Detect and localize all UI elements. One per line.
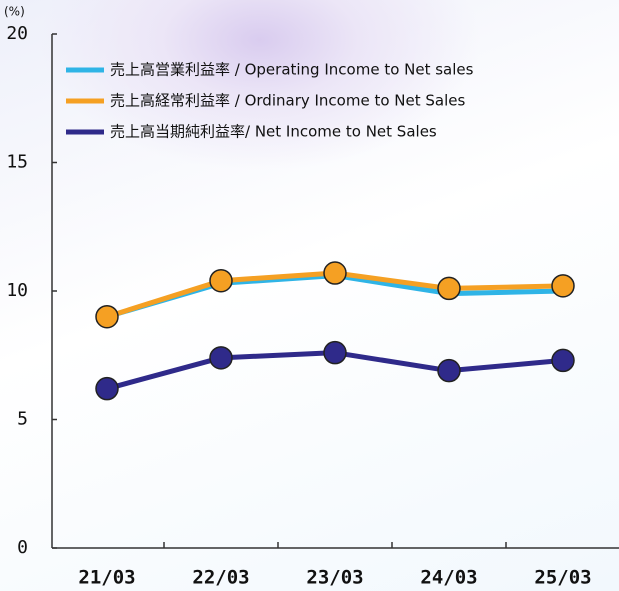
legend-label: 売上高経常利益率 / Ordinary Income to Net Sales <box>110 92 465 110</box>
y-tick-label: 10 <box>6 280 28 301</box>
y-unit: (%) <box>4 5 25 19</box>
y-tick-label: 15 <box>6 152 28 173</box>
point <box>209 268 233 293</box>
point <box>437 358 461 383</box>
point <box>95 376 119 401</box>
y-tick-label: 20 <box>6 23 28 44</box>
point <box>323 261 347 285</box>
legend-label: 売上高営業利益率 / Operating Income to Net sales <box>110 61 474 79</box>
x-tick-label: 21/03 <box>78 567 135 589</box>
point <box>323 340 347 365</box>
x-tick-label: 22/03 <box>192 567 249 589</box>
point <box>551 348 575 373</box>
point <box>209 346 233 370</box>
x-tick-label: 24/03 <box>420 567 477 589</box>
point <box>95 304 119 329</box>
y-tick-label: 0 <box>17 537 28 558</box>
y-tick-label: 5 <box>17 409 28 430</box>
legend-label: 売上高当期純利益率/ Net Income to Net Sales <box>110 123 437 141</box>
x-tick-label: 25/03 <box>534 567 591 589</box>
x-tick-label: 23/03 <box>306 567 363 589</box>
point <box>551 274 575 298</box>
point <box>437 276 461 301</box>
